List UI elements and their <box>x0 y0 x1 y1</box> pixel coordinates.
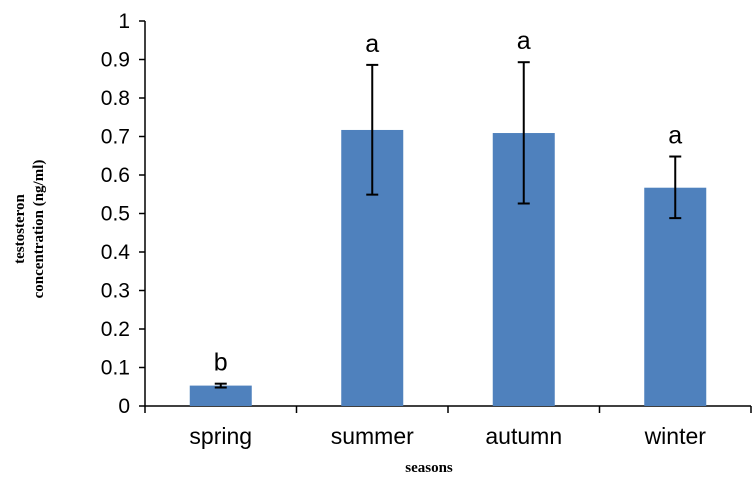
y-axis: 0 0.1 0.2 0.3 0.4 0.5 0.6 0.7 0.8 0.9 1 <box>101 10 146 418</box>
x-axis-title: seasons <box>405 460 453 476</box>
x-tick-label-winter: winter <box>644 423 707 449</box>
bars <box>189 129 707 406</box>
y-tick-label: 0.2 <box>101 318 130 341</box>
y-axis-title: testosteron concentration (ng/ml) <box>12 160 47 299</box>
y-tick-label: 0 <box>118 395 130 418</box>
y-axis-title-line-1: testosteron <box>12 193 28 263</box>
significance-label-autumn: a <box>517 27 531 55</box>
significance-label-winter: a <box>668 122 682 150</box>
y-tick-label: 0.1 <box>101 357 130 380</box>
significance-labels: b a a a <box>214 27 683 376</box>
x-tick-label-spring: spring <box>189 423 252 449</box>
y-tick-label: 0.8 <box>101 87 130 110</box>
bar-winter <box>644 187 707 406</box>
y-tick-label: 1 <box>118 10 130 33</box>
significance-label-spring: b <box>214 349 228 377</box>
y-tick-label: 0.7 <box>101 126 130 149</box>
x-tick-label-autumn: autumn <box>485 423 562 449</box>
y-tick-label: 0.5 <box>101 203 130 226</box>
y-tick-label: 0.4 <box>101 241 131 264</box>
error-bars <box>214 61 682 389</box>
x-tick-label-summer: summer <box>331 423 414 449</box>
bar-spring <box>189 385 252 406</box>
y-tick-label: 0.9 <box>101 49 130 72</box>
significance-label-summer: a <box>365 30 379 58</box>
x-axis: spring summer autumn winter <box>144 405 752 449</box>
y-axis-title-line-2: concentration (ng/ml) <box>31 160 47 299</box>
y-tick-label: 0.3 <box>101 280 130 303</box>
y-tick-label: 0.6 <box>101 164 130 187</box>
